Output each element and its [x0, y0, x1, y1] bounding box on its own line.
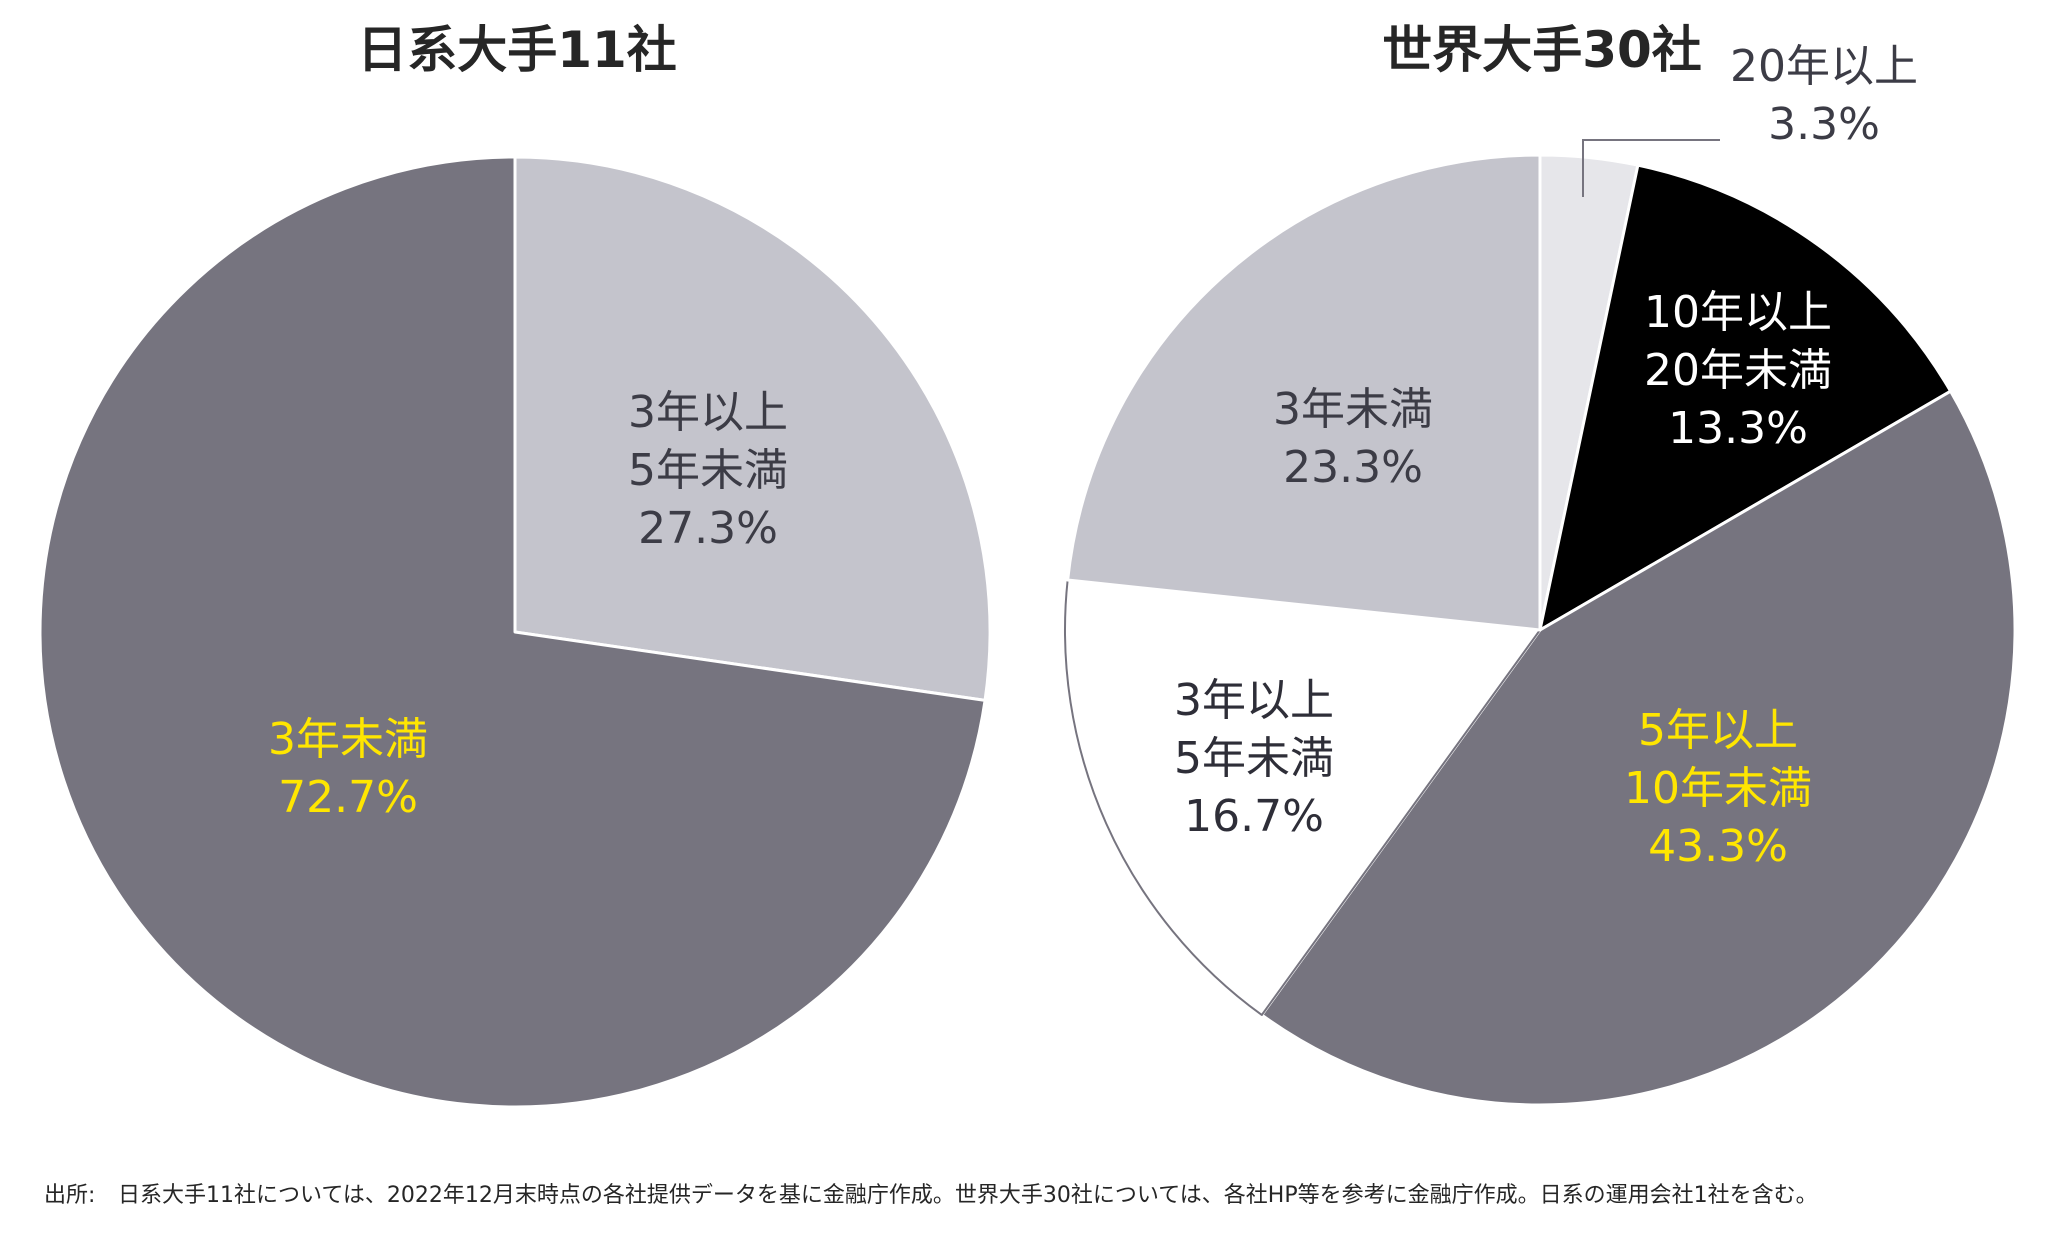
pie-1-label-2: 3年未満 72.7%	[268, 714, 428, 823]
pie-2-label-3: 5年以上 10年未満 43.3%	[1624, 705, 1812, 872]
pie-2-label-4: 3年以上 5年未満 16.7%	[1174, 675, 1334, 842]
pie-1-slice-1	[513, 155, 992, 702]
chart-title-1: 日系大手11社	[357, 21, 677, 79]
pie-2-label-1: 20年以上 3.3%	[1730, 41, 1918, 150]
pie-2-slice-4	[1064, 579, 1541, 1016]
callout-leader-line	[1582, 139, 1720, 197]
pie-2-slice-2	[1538, 163, 1953, 632]
chart-canvas: 日系大手11社 3年以上 5年未満 27.3% 3年未満 72.7% 世界大手30社 20年以…	[38, 21, 2017, 1109]
pie-2-label-5: 3年未満 23.3%	[1273, 384, 1433, 493]
pie-2-slice-3	[1260, 389, 2017, 1107]
footnote: 出所: 日系大手11社については、2022年12月末時点の各社提供データを基に金融…	[44, 1180, 2004, 1212]
chart-title-2: 世界大手30社	[1382, 21, 1702, 79]
pie-1-slice-2	[38, 155, 987, 1109]
pie-2-slice-5	[1066, 153, 1542, 632]
footnote-text: 日系大手11社については、2022年12月末時点の各社提供データを基に金融庁作成…	[118, 1183, 1818, 1208]
pie-2-label-2: 10年以上 20年未満 13.3%	[1644, 287, 1832, 454]
footnote-source-label: 出所:	[44, 1183, 96, 1208]
pie-1-label-1: 3年以上 5年未満 27.3%	[628, 387, 788, 554]
